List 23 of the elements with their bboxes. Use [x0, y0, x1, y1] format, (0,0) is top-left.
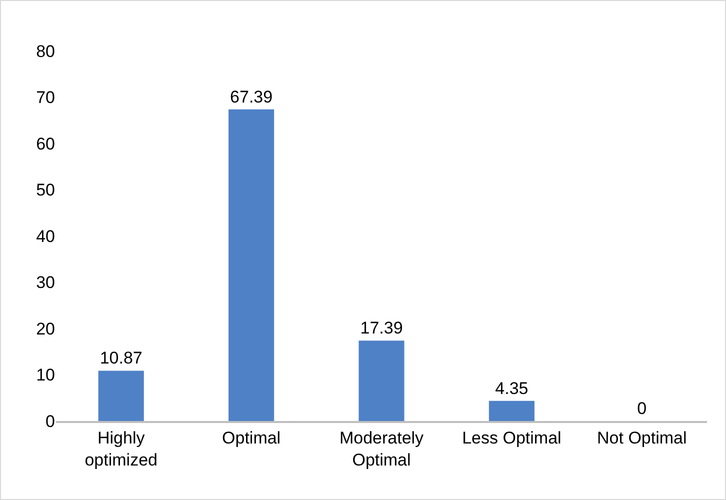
x-tick-label: Less Optimal [462, 428, 562, 448]
bar [98, 370, 144, 421]
bar [358, 340, 404, 421]
bar [228, 109, 274, 421]
data-label: 17.39 [360, 318, 403, 338]
y-tick-label: 20 [36, 319, 55, 338]
y-tick-label: 50 [36, 180, 55, 200]
x-tick-label: Optimal [222, 428, 281, 448]
x-tick-label: Not Optimal [597, 428, 687, 448]
data-label: 10.87 [100, 348, 142, 368]
y-tick-label: 10 [36, 366, 55, 385]
y-tick-label: 0 [46, 412, 55, 431]
x-tick-label: Highly optimized [84, 428, 158, 470]
data-label: 4.35 [495, 378, 528, 398]
data-label: 0 [637, 399, 647, 418]
y-tick-label: 30 [36, 273, 55, 292]
data-label: 67.39 [230, 87, 273, 106]
x-tick-label: Moderately Optimal [339, 428, 424, 470]
y-tick-label: 70 [36, 88, 55, 108]
y-tick-label: 80 [36, 42, 55, 61]
bar [488, 400, 534, 421]
y-tick-label: 40 [36, 226, 55, 246]
y-tick-label: 60 [36, 134, 55, 154]
